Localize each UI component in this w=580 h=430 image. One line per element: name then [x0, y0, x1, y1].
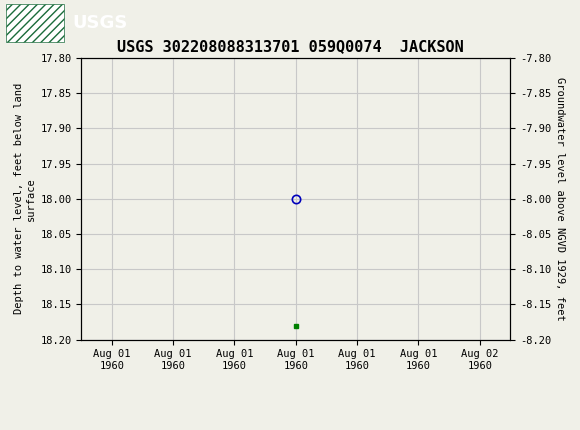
Text: USGS 302208088313701 059Q0074  JACKSON: USGS 302208088313701 059Q0074 JACKSON: [117, 39, 463, 54]
Y-axis label: Depth to water level, feet below land
surface: Depth to water level, feet below land su…: [14, 83, 36, 314]
Text: USGS: USGS: [72, 14, 128, 31]
Bar: [6, 3, 64, 42]
Bar: [6, 3, 64, 42]
Y-axis label: Groundwater level above NGVD 1929, feet: Groundwater level above NGVD 1929, feet: [555, 77, 566, 321]
